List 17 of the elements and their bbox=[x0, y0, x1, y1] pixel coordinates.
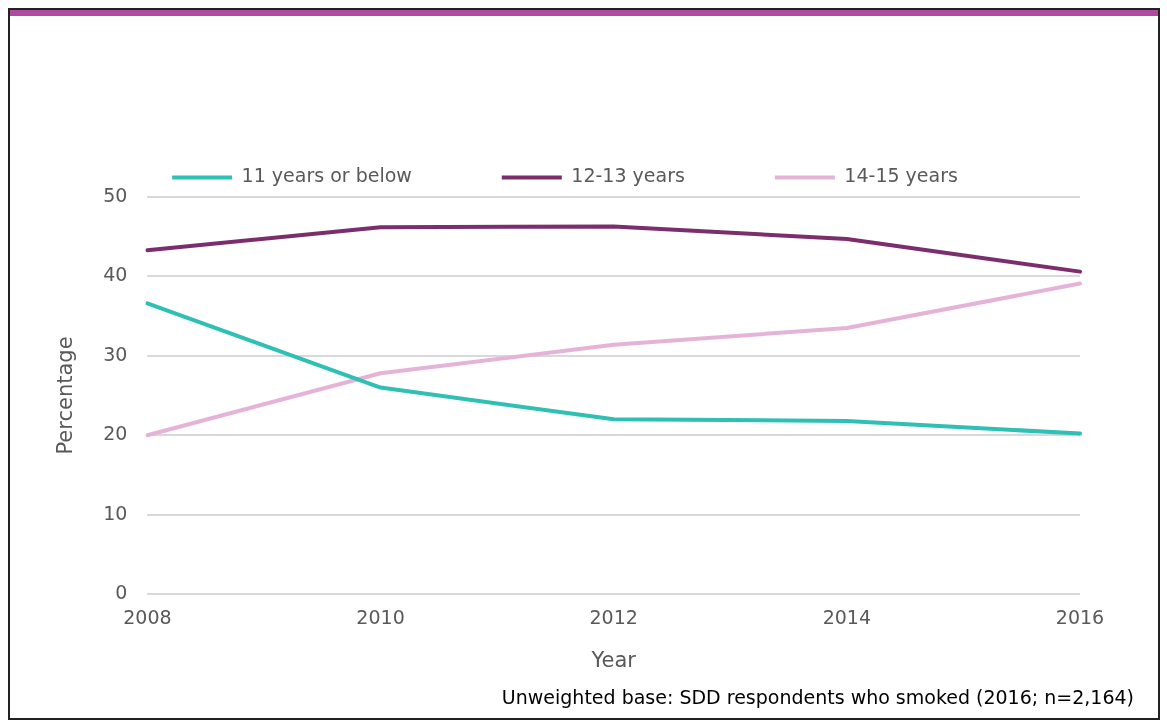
y-tick-label: 30 bbox=[103, 342, 128, 365]
y-tick-label: 0 bbox=[115, 580, 128, 603]
x-axis-title: Year bbox=[590, 647, 637, 672]
legend-label: 12-13 years bbox=[571, 164, 685, 187]
x-tick-label: 2008 bbox=[123, 606, 172, 629]
x-tick-label: 2012 bbox=[589, 606, 638, 629]
y-tick-label: 20 bbox=[103, 422, 128, 445]
x-tick-label: 2010 bbox=[356, 606, 405, 629]
y-axis-title: Percentage bbox=[53, 336, 78, 455]
y-tick-label: 40 bbox=[103, 263, 128, 286]
x-tick-label: 2014 bbox=[822, 606, 872, 629]
text: Unweighted base: SDD respondents who smoked (2016; n=2,164) bbox=[501, 686, 1134, 708]
y-tick-label: 50 bbox=[103, 183, 128, 206]
legend-label: 11 years or below bbox=[241, 164, 412, 187]
y-tick-label: 10 bbox=[103, 501, 128, 524]
legend-label: 14-15 years bbox=[844, 164, 958, 187]
x-tick-label: 2016 bbox=[1055, 606, 1105, 629]
